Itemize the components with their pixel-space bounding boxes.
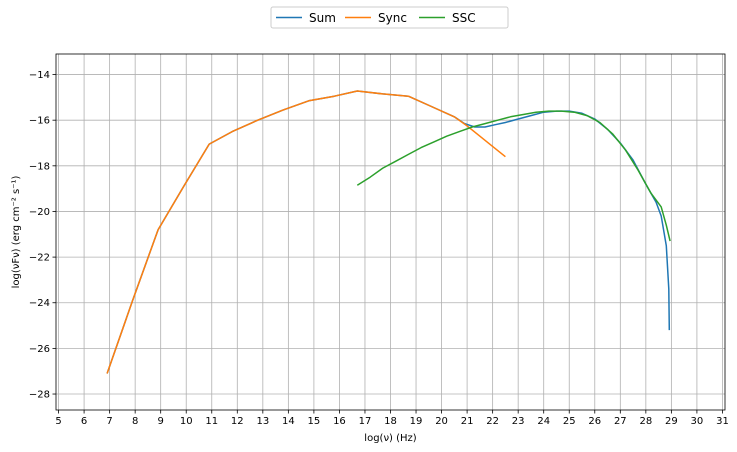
- x-tick-label: 9: [158, 416, 164, 427]
- y-tick-label: −16: [29, 116, 50, 127]
- y-tick-label: −20: [29, 207, 50, 218]
- x-tick-label: 21: [461, 416, 474, 427]
- x-tick-label: 19: [410, 416, 423, 427]
- legend-box: [270, 6, 509, 29]
- x-tick-label: 6: [81, 416, 87, 427]
- y-tick-label: −26: [29, 344, 50, 355]
- x-tick-label: 11: [205, 416, 218, 427]
- x-axis-label: log(ν) (Hz): [364, 433, 416, 444]
- x-tick-label: 18: [384, 416, 397, 427]
- y-tick-label: −22: [29, 253, 50, 264]
- x-tick-label: 15: [308, 416, 321, 427]
- y-tick-label: −24: [29, 298, 50, 309]
- y-tick-label: −18: [29, 161, 50, 172]
- x-tick-label: 27: [614, 416, 627, 427]
- x-tick-label: 7: [106, 416, 112, 427]
- x-tick-label: 29: [665, 416, 678, 427]
- series-line-sum: [106, 90, 671, 374]
- x-tick-label: 5: [55, 416, 61, 427]
- x-tick-label: 31: [716, 416, 729, 427]
- x-tick-label: 25: [563, 416, 576, 427]
- x-tick-label: 26: [588, 416, 601, 427]
- legend: Sum Sync SSC: [270, 6, 509, 29]
- x-tick-label: 12: [231, 416, 244, 427]
- axis-ticks: 5 6 7 8 9 10 11 12 13 14 15 16 17 18 19 20 21 22 23 24 25 26 2…: [29, 70, 729, 427]
- x-tick-label: 17: [359, 416, 372, 427]
- y-axis-label: log(νFν) (erg cm⁻² s⁻¹): [11, 176, 22, 289]
- x-tick-label: 28: [639, 416, 652, 427]
- x-tick-label: 22: [486, 416, 499, 427]
- x-tick-label: 24: [537, 416, 550, 427]
- x-tick-label: 30: [691, 416, 704, 427]
- x-tick-label: 23: [512, 416, 525, 427]
- x-tick-label: 14: [282, 416, 295, 427]
- x-tick-label: 16: [333, 416, 346, 427]
- legend-label-sum: Sum: [309, 11, 336, 25]
- x-tick-label: 8: [132, 416, 138, 427]
- series-line-sync: [106, 90, 506, 374]
- x-tick-label: 10: [180, 416, 193, 427]
- y-tick-label: −28: [29, 390, 50, 401]
- legend-label-ssc: SSC: [452, 11, 476, 25]
- series-line-ssc: [356, 110, 671, 242]
- grid: [56, 54, 725, 410]
- x-tick-label: 20: [435, 416, 448, 427]
- y-tick-label: −14: [29, 70, 50, 81]
- x-tick-label: 13: [256, 416, 269, 427]
- series-lines: [106, 90, 671, 374]
- legend-label-sync: Sync: [378, 11, 407, 25]
